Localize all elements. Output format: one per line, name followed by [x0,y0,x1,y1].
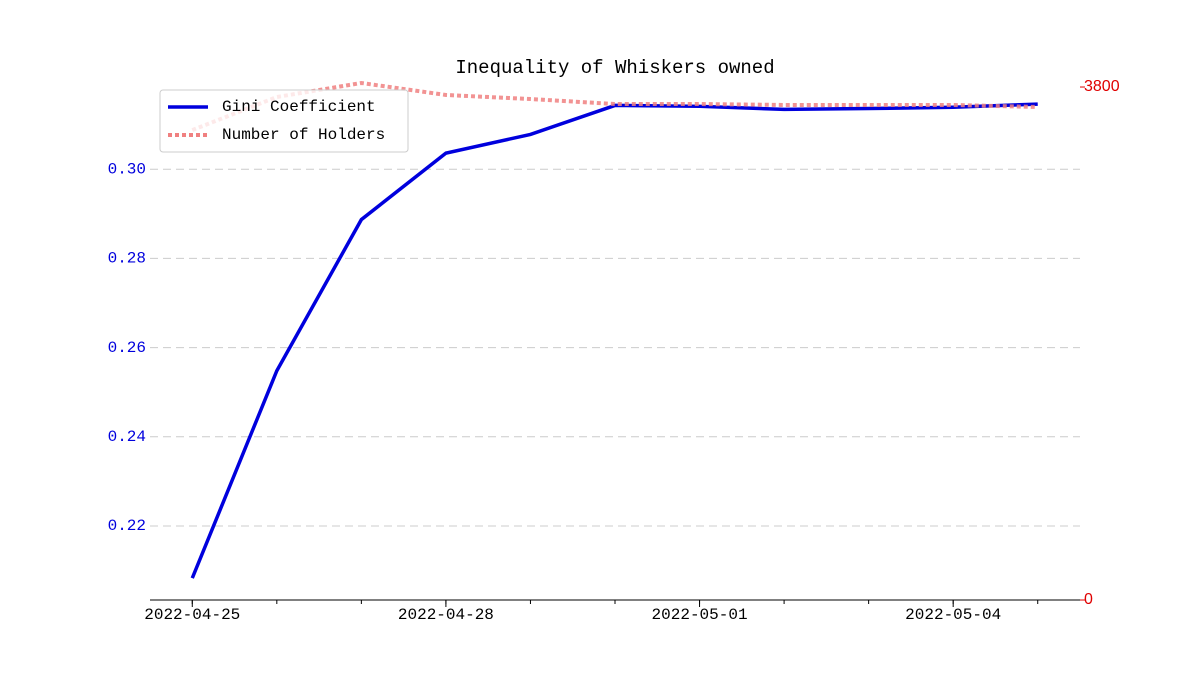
y-tick-label: 0.28 [108,250,146,268]
y-tick-label: 0.22 [108,517,146,535]
y2-tick-label: 0 [1084,591,1093,608]
legend-label: Number of Holders [222,126,385,144]
y-tick-label: 0.26 [108,339,146,357]
legend: Gini Coefficient Number of Holders [159,89,409,153]
series-line [190,102,1038,579]
legend-box [159,89,409,153]
y-tick-label: 0.24 [108,428,146,446]
x-tick-label: 2022-04-28 [398,606,494,624]
series-line [191,80,1038,132]
x-tick-label: 2022-05-04 [905,606,1001,624]
chart-title: Inequality of Whiskers owned [455,57,774,79]
legend-label: Gini Coefficient [222,98,376,116]
x-tick-label: 2022-04-25 [144,606,240,624]
y2-tick-label: 3800 [1084,78,1120,95]
x-tick-label: 2022-05-01 [652,606,748,624]
y-tick-label: 0.30 [108,160,146,178]
